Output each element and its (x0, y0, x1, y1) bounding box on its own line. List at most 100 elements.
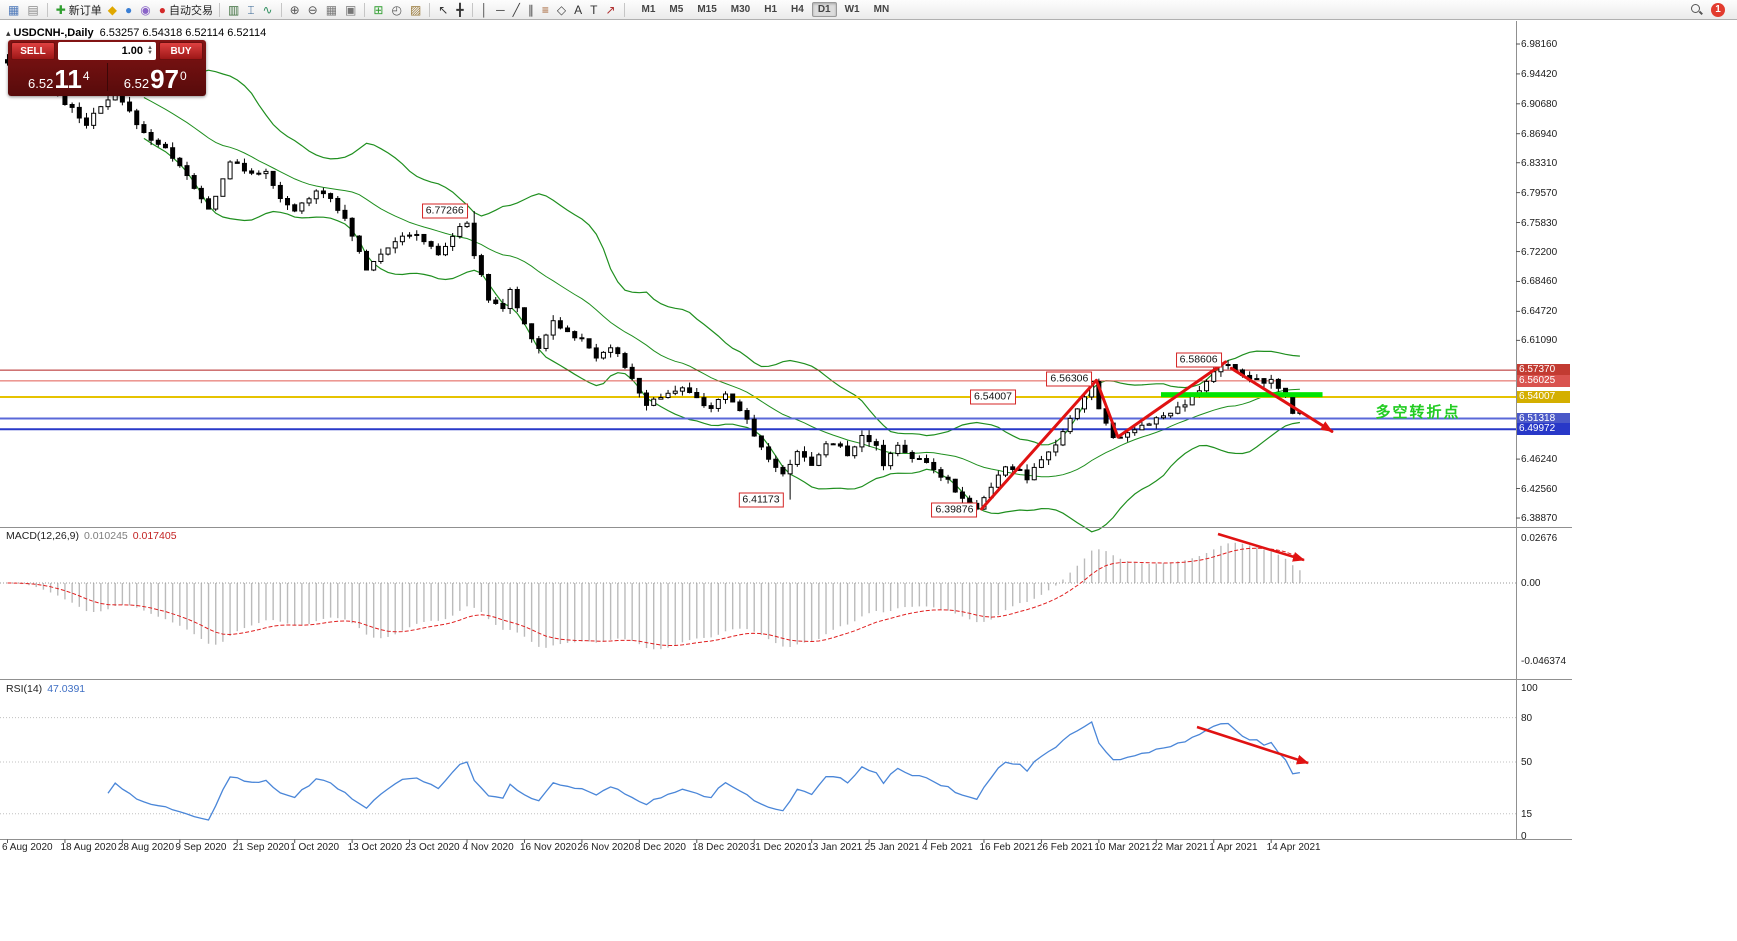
shapes-icon[interactable]: ◇ (553, 1, 570, 19)
rsi-axis-label: 15 (1521, 808, 1533, 820)
timeframe-w1-button[interactable]: W1 (844, 4, 860, 15)
terminal-icon[interactable]: ● (121, 1, 136, 19)
line-chart-icon[interactable]: ∿ (259, 1, 277, 19)
label-icon[interactable]: T (586, 1, 601, 19)
rsi-indicator-label: RSI(14) 47.0391 (6, 683, 85, 695)
auto-arrange-icon: ▣ (345, 2, 357, 17)
search-icon[interactable] (1690, 3, 1703, 16)
spinner-up-icon[interactable]: ▲ (147, 45, 153, 51)
zoom-out-icon[interactable]: ⊖ (304, 1, 322, 19)
date-axis-label: 21 Sep 2020 (232, 842, 290, 853)
price-axis-label: 6.75830 (1521, 217, 1558, 229)
price-callout[interactable]: 6.54007 (970, 389, 1016, 405)
rsi-axis-label: 100 (1521, 683, 1538, 694)
terminal-icon: ● (124, 2, 133, 17)
cursor-icon[interactable]: ↖ (434, 1, 452, 19)
spinner-down-icon[interactable]: ▼ (147, 50, 153, 56)
volume-field[interactable]: 1.00 ▲ ▼ (58, 42, 156, 60)
rsi-value: 47.0391 (47, 683, 86, 695)
sell-button[interactable]: SELL (11, 42, 55, 60)
rsi-axis-label: 50 (1521, 757, 1533, 768)
timeframe-d1-button[interactable]: D1 (811, 2, 837, 17)
crosshair-icon[interactable]: ╋ (452, 1, 467, 19)
arrow-object-icon[interactable]: ↗ (601, 1, 619, 19)
volume-spinner[interactable]: ▲ ▼ (147, 45, 153, 56)
price-callout[interactable]: 6.56306 (1046, 371, 1093, 387)
bar-chart-icon[interactable]: ▥ (224, 1, 243, 19)
tile-windows-icon[interactable]: ▦ (322, 1, 341, 19)
toolbar-separator (218, 2, 220, 17)
toolbar-separator (429, 2, 431, 17)
insert-indicator-icon[interactable]: ⊞ (369, 1, 387, 19)
trend-arrows[interactable] (980, 360, 1334, 511)
metaeditor-icon[interactable]: ◆ (104, 1, 121, 19)
auto-arrange-icon[interactable]: ▣ (341, 1, 360, 19)
new-order-icon: ✚ (55, 2, 66, 17)
date-axis-label: 23 Oct 2020 (405, 842, 460, 853)
price-callout[interactable]: 6.58606 (1175, 352, 1222, 368)
price-axis-label: 6.94420 (1521, 68, 1558, 80)
price-callout[interactable]: 6.39876 (931, 502, 978, 518)
date-axis-label: 18 Aug 2020 (60, 842, 117, 853)
rsi-axis-label: 80 (1521, 712, 1533, 724)
autotrade-button[interactable]: ● 自动交易 (155, 1, 215, 19)
periods-icon[interactable]: ◴ (387, 1, 405, 19)
fibonacci-icon[interactable]: ≡ (538, 1, 553, 19)
price-level-label: 6.54007 (1517, 391, 1570, 403)
zoom-in-icon[interactable]: ⊕ (286, 1, 304, 19)
date-axis-label: 4 Nov 2020 (462, 842, 514, 853)
periods-icon: ◴ (391, 2, 402, 17)
new-order-button[interactable]: ✚ 新订单 (52, 1, 104, 19)
timeframe-m5-button[interactable]: M5 (669, 4, 684, 15)
date-axis-label: 28 Aug 2020 (117, 842, 175, 853)
timeframe-m1-button[interactable]: M1 (641, 4, 656, 15)
date-axis-label: 9 Sep 2020 (175, 842, 227, 853)
autotrade-label: 自动交易 (168, 4, 213, 17)
horizontal-line-icon[interactable]: ─ (492, 1, 509, 19)
macd-main-value: 0.010245 (83, 530, 128, 542)
timeframe-h4-button[interactable]: H4 (791, 4, 804, 15)
chart-window-icon[interactable]: ▦ (4, 1, 23, 19)
vertical-line-icon[interactable]: │ (477, 1, 493, 19)
timeframe-button-group: M1 M5 M15 M30 H1 H4 D1 W1 MN (635, 2, 897, 17)
text-icon[interactable]: A (570, 1, 586, 19)
candlestick-chart-icon[interactable]: ⌶ (243, 1, 258, 19)
zoom-in-icon: ⊕ (289, 2, 300, 17)
profiles-icon[interactable]: ▤ (23, 1, 42, 19)
arrow-object-icon: ↗ (605, 2, 616, 17)
text-icon: A (574, 2, 583, 17)
macd-down-arrow[interactable] (1217, 532, 1305, 562)
horizontal-level-lines (0, 369, 1516, 431)
one-click-collapse-icon[interactable]: ▴ (6, 28, 11, 38)
toolbar-separator (623, 2, 625, 17)
rsi-down-arrow[interactable] (1196, 725, 1309, 765)
notification-badge[interactable]: 1 (1711, 2, 1725, 17)
date-axis-label: 8 Dec 2020 (634, 842, 686, 853)
price-callout[interactable]: 6.41173 (738, 492, 784, 508)
channel-icon[interactable]: ∥ (524, 1, 538, 19)
price-axis-label: 6.46240 (1521, 454, 1558, 466)
price-level-label: 6.57370 (1517, 364, 1570, 377)
templates-icon[interactable]: ▨ (406, 1, 425, 19)
support-zone-highlight[interactable] (1160, 392, 1323, 398)
date-axis-label: 26 Feb 2021 (1036, 842, 1094, 853)
timeframe-mn-button[interactable]: MN (873, 4, 890, 15)
toolbar-separator (364, 2, 366, 17)
sell-price-point: 4 (82, 69, 90, 83)
date-axis-label: 13 Oct 2020 (347, 842, 403, 853)
volume-value: 1.00 (121, 45, 144, 57)
chinese-annotation[interactable]: 多空转折点 (1375, 404, 1461, 422)
price-callout[interactable]: 6.77266 (421, 203, 468, 219)
zoom-out-icon: ⊖ (307, 2, 318, 17)
timeframe-h1-button[interactable]: H1 (764, 4, 778, 15)
trendline-icon[interactable]: ╱ (509, 1, 524, 19)
rsi-line (107, 721, 1301, 821)
timeframe-m15-button[interactable]: M15 (697, 4, 717, 15)
cursor-icon: ↖ (438, 2, 449, 17)
market-watch-icon[interactable]: ◉ (136, 1, 154, 19)
fibonacci-icon: ≡ (541, 2, 549, 17)
timeframe-m30-button[interactable]: M30 (730, 4, 751, 15)
buy-button[interactable]: BUY (159, 42, 203, 60)
date-axis-label: 16 Nov 2020 (519, 842, 577, 853)
